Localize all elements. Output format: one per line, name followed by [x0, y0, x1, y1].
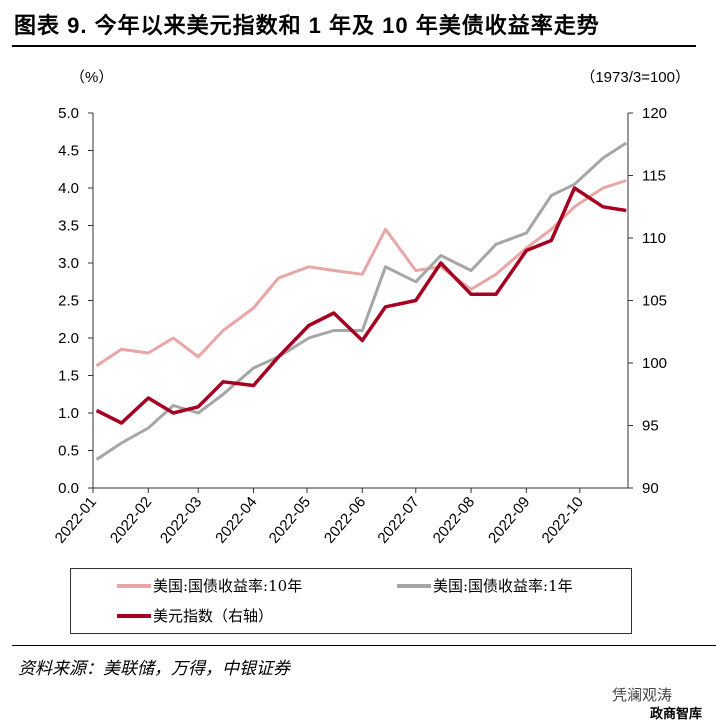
legend-item-10y: 美国:国债收益率:10年 — [117, 575, 302, 596]
legend-swatch — [117, 613, 151, 618]
chart: （%） （1973/3=100） 0.0 0.5 1.0 1.5 2.0 2.5 3.0 3.5 4… — [52, 69, 690, 547]
legend-item-dxy: 美元指数（右轴） — [117, 605, 273, 626]
left-tick-label: 3.0 — [58, 255, 79, 272]
legend-swatch — [117, 583, 151, 588]
x-tick-label: 2022-06 — [321, 494, 369, 547]
x-tick-label: 2022-05 — [266, 494, 314, 547]
x-tick-label: 2022-03 — [157, 494, 205, 547]
right-tick-label: 90 — [642, 480, 659, 497]
x-tick-label: 2022-01 — [52, 494, 100, 547]
series-line-2 — [95, 186, 627, 425]
left-axis-unit: （%） — [70, 69, 113, 86]
right-tick-label: 115 — [642, 168, 666, 185]
legend-label: 美国:国债收益率:1年 — [433, 577, 573, 595]
right-tick-label: 120 — [642, 105, 667, 122]
watermark: 凭澜观涛 — [612, 687, 673, 704]
legend-label: 美国:国债收益率:10年 — [153, 577, 303, 595]
legend: 美国:国债收益率:10年 美国:国债收益率:1年 美元指数（右轴） — [70, 568, 632, 634]
left-tick-label: 1.5 — [58, 368, 79, 385]
source-note: 资料来源：美联储，万得，中银证券 — [18, 659, 290, 679]
legend-swatch — [397, 583, 431, 588]
title-divider — [12, 45, 696, 47]
right-tick-label: 95 — [642, 418, 659, 435]
left-tick-label: 0.0 — [58, 480, 79, 497]
left-tick-label: 1.0 — [58, 405, 79, 422]
legend-item-1y: 美国:国债收益率:1年 — [397, 575, 573, 596]
x-tick-label: 2022-07 — [374, 494, 422, 547]
left-tick-label: 2.5 — [58, 293, 79, 310]
right-tick-label: 100 — [642, 355, 667, 372]
right-axis-unit: （1973/3=100） — [580, 69, 690, 86]
x-tick-label: 2022-10 — [538, 494, 586, 547]
left-tick-label: 3.5 — [58, 218, 79, 235]
x-tick-label: 2022-02 — [107, 494, 155, 547]
x-tick-label: 2022-08 — [430, 494, 478, 547]
legend-label: 美元指数（右轴） — [153, 607, 274, 625]
x-tick-label: 2022-09 — [485, 494, 533, 547]
chart-title: 图表 9. 今年以来美元指数和 1 年及 10 年美债收益率走势 — [14, 13, 600, 38]
left-tick-label: 4.5 — [58, 143, 79, 160]
left-tick-label: 2.0 — [58, 330, 79, 347]
x-tick-label: 2022-04 — [212, 494, 260, 547]
right-tick-label: 105 — [642, 293, 667, 310]
left-tick-label: 0.5 — [58, 443, 79, 460]
source-divider — [12, 645, 716, 646]
left-tick-label: 5.0 — [58, 105, 79, 122]
right-tick-label: 110 — [642, 230, 666, 247]
left-tick-label: 4.0 — [58, 180, 79, 197]
watermark-sub: 政商智库 — [650, 706, 703, 721]
